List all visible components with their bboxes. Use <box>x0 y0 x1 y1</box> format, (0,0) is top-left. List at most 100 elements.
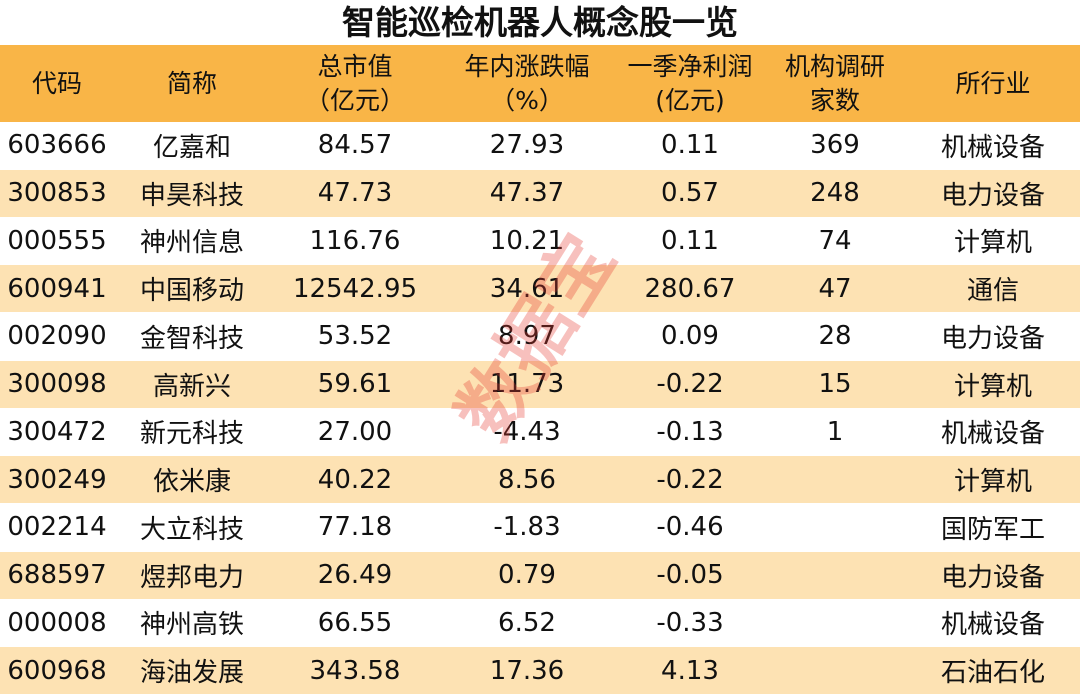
cell: 688597 <box>7 560 107 591</box>
title: 智能巡检机器人概念股一览 <box>342 3 738 42</box>
cell: 6.52 <box>498 607 556 638</box>
cell: 600968 <box>7 655 107 686</box>
cell: 新元科技 <box>139 419 244 450</box>
table-row: 300249 依米康 40.22 8.56 -0.22 计算机 <box>0 456 1080 503</box>
cell: 通信 <box>966 276 1019 307</box>
cell: 59.61 <box>317 369 393 400</box>
cell: 电力设备 <box>940 323 1045 354</box>
cell: 34.61 <box>489 273 565 304</box>
cell: 002214 <box>7 512 107 543</box>
cell: -0.46 <box>656 512 724 543</box>
header-cell: 所行业 <box>908 45 1078 122</box>
cell: 国防军工 <box>940 514 1045 545</box>
header-line: （亿元） <box>304 85 405 115</box>
cell: 0.79 <box>498 560 556 591</box>
cell: 47 <box>818 273 852 304</box>
header-line: (亿元) <box>655 85 725 115</box>
cell: 机械设备 <box>940 132 1045 163</box>
table-row: 000008 神州高铁 66.55 6.52 -0.33 机械设备 <box>0 599 1080 647</box>
cell: 海油发展 <box>139 658 244 689</box>
cell: 10.21 <box>489 225 565 256</box>
cell: -1.83 <box>493 512 561 543</box>
cell: 石油石化 <box>940 658 1045 689</box>
cell: 47.73 <box>317 178 393 209</box>
cell: 计算机 <box>953 371 1032 402</box>
cell: 84.57 <box>317 130 393 161</box>
cell: 26.49 <box>317 560 393 591</box>
table-row: 688597 煜邦电力 26.49 0.79 -0.05 电力设备 <box>0 551 1080 599</box>
header-line: 总市值 <box>317 51 393 81</box>
cell: 343.58 <box>309 655 401 686</box>
cell: 11.73 <box>489 369 565 400</box>
cell: 15 <box>818 369 852 400</box>
header-cell: 机构调研 家数 <box>770 45 900 122</box>
header-cell: 一季净利润 (亿元) <box>610 45 770 122</box>
table-row: 600941 中国移动 12542.95 34.61 280.67 47 通信 <box>0 265 1080 312</box>
cell: 28 <box>818 321 852 352</box>
cell: 依米康 <box>152 467 231 498</box>
cell: 神州信息 <box>139 228 244 259</box>
cell: 27.00 <box>317 416 393 447</box>
header-line: 年内涨跌幅 <box>464 51 590 81</box>
header-cell: 简称 <box>117 45 267 122</box>
cell: 369 <box>810 130 860 161</box>
header-cell: 年内涨跌幅 （%） <box>442 45 612 122</box>
cell: 电力设备 <box>940 562 1045 593</box>
cell: 4.13 <box>661 655 719 686</box>
table-row: 603666 亿嘉和 84.57 27.93 0.11 369 机械设备 <box>0 122 1080 169</box>
cell: 计算机 <box>953 467 1032 498</box>
table-row: 300098 高新兴 59.61 11.73 -0.22 15 计算机 <box>0 360 1080 408</box>
cell: -0.33 <box>656 607 724 638</box>
cell: -0.13 <box>656 416 724 447</box>
header-line: 所行业 <box>955 68 1031 98</box>
cell: 17.36 <box>489 655 565 686</box>
header-line: 代码 <box>31 68 82 98</box>
table-row: 300472 新元科技 27.00 -4.43 -0.13 1 机械设备 <box>0 408 1080 456</box>
table-row: 002090 金智科技 53.52 8.97 0.09 28 电力设备 <box>0 313 1080 360</box>
cell: 0.57 <box>661 178 719 209</box>
header-cell: 总市值 （亿元） <box>270 45 440 122</box>
cell: 000008 <box>7 607 107 638</box>
header-line: 家数 <box>809 85 860 115</box>
cell: 神州高铁 <box>139 610 244 641</box>
cell: 电力设备 <box>940 180 1045 211</box>
table-row: 300853 申昊科技 47.73 47.37 0.57 248 电力设备 <box>0 169 1080 217</box>
header-line: 一季净利润 <box>627 51 753 81</box>
cell: 300098 <box>7 369 107 400</box>
cell: 金智科技 <box>139 323 244 354</box>
cell: 47.37 <box>489 178 565 209</box>
cell: 248 <box>810 178 860 209</box>
cell: 0.11 <box>661 130 719 161</box>
cell: 8.56 <box>498 464 556 495</box>
cell: 亿嘉和 <box>152 132 231 163</box>
table-row: 600968 海油发展 343.58 17.36 4.13 石油石化 <box>0 647 1080 694</box>
cell: -4.43 <box>493 416 561 447</box>
cell: 300472 <box>7 416 107 447</box>
cell: 12542.95 <box>292 273 418 304</box>
cell: 申昊科技 <box>139 180 244 211</box>
cell: 27.93 <box>489 130 565 161</box>
cell: 53.52 <box>317 321 393 352</box>
cell: -0.22 <box>656 464 724 495</box>
cell: -0.22 <box>656 369 724 400</box>
cell: -0.05 <box>656 560 724 591</box>
cell: 机械设备 <box>940 610 1045 641</box>
cell: 66.55 <box>317 607 393 638</box>
cell: 1 <box>826 416 844 447</box>
cell: 40.22 <box>317 464 393 495</box>
cell: 煜邦电力 <box>139 562 244 593</box>
header-cell: 代码 <box>0 45 114 122</box>
header-line: 简称 <box>166 68 217 98</box>
cell: 603666 <box>7 130 107 161</box>
cell: 600941 <box>7 273 107 304</box>
cell: 77.18 <box>317 512 393 543</box>
cell: 机械设备 <box>940 419 1045 450</box>
cell: 0.09 <box>661 321 719 352</box>
header-row: 代码 简称 总市值 （亿元） 年内涨跌幅 （%） 一季净利润 (亿元) 机构调研 家数 所行业 <box>0 45 1080 122</box>
cell: 002090 <box>7 321 107 352</box>
table-row: 002214 大立科技 77.18 -1.83 -0.46 国防军工 <box>0 504 1080 551</box>
cell: 74 <box>818 225 852 256</box>
cell: 300853 <box>7 178 107 209</box>
table-row: 000555 神州信息 116.76 10.21 0.11 74 计算机 <box>0 217 1080 265</box>
cell: 中国移动 <box>139 276 244 307</box>
